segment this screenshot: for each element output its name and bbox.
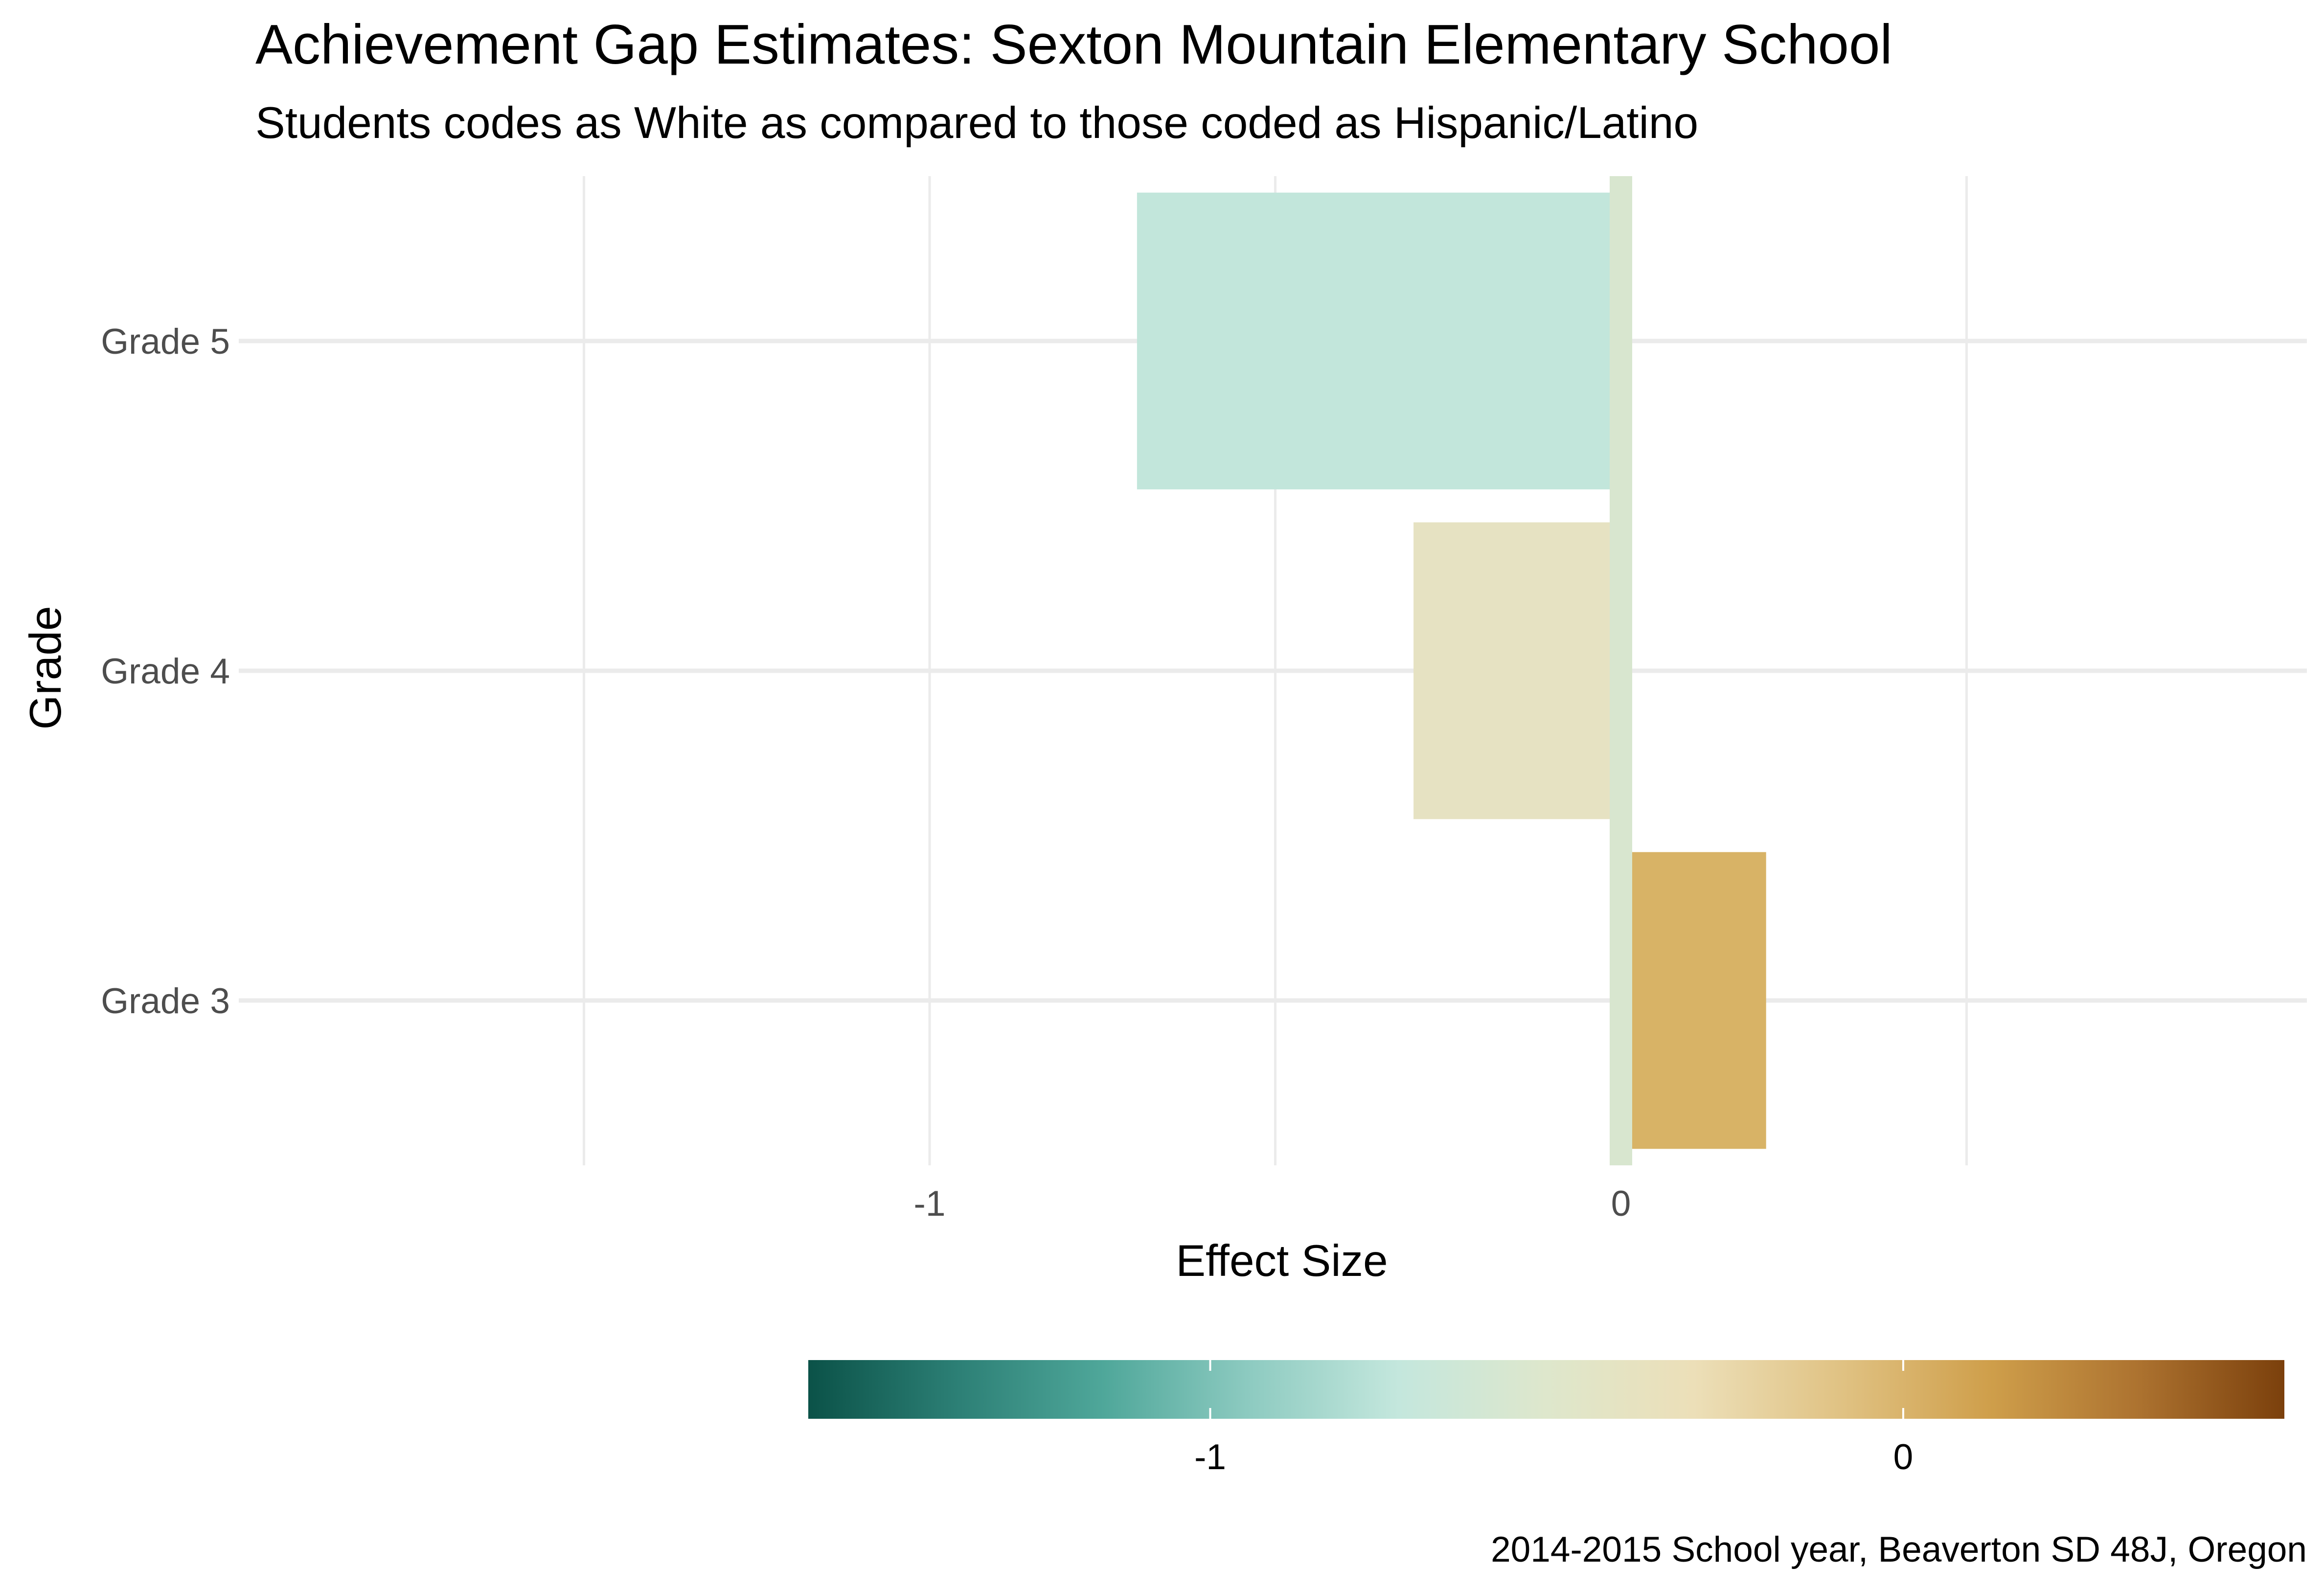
chart-subtitle: Students codes as White as compared to t… <box>255 98 1698 148</box>
chart-caption: 2014-2015 School year, Beaverton SD 48J,… <box>1491 1530 2307 1569</box>
x-axis-ticks: -1 0 <box>914 1184 1631 1224</box>
chart-title: Achievement Gap Estimates: Sexton Mounta… <box>255 14 1892 76</box>
plot-bars <box>1137 192 1766 1149</box>
y-tick-label: Grade 5 <box>101 322 230 362</box>
legend-ticks: -1 0 <box>1194 1360 1913 1477</box>
y-tick-label: Grade 4 <box>101 652 230 691</box>
bar-grade-4 <box>1413 522 1621 819</box>
y-tick-label: Grade 3 <box>101 981 230 1021</box>
bar-grade-5 <box>1137 192 1621 490</box>
zero-reference <box>1610 176 1632 1165</box>
x-tick-label: -1 <box>914 1184 946 1224</box>
legend-colorbar <box>808 1360 2284 1419</box>
color-legend: -1 0 <box>808 1360 2284 1477</box>
bar-grade-3 <box>1621 852 1766 1149</box>
y-axis-title: Grade <box>21 606 70 730</box>
legend-tick-label: -1 <box>1194 1437 1226 1477</box>
legend-tick-label: 0 <box>1893 1437 1914 1477</box>
x-axis-title: Effect Size <box>1176 1236 1388 1286</box>
y-axis-ticks: Grade 3 Grade 4 Grade 5 <box>101 322 230 1021</box>
zero-reference-line <box>1610 176 1632 1165</box>
x-tick-label: 0 <box>1611 1184 1631 1224</box>
